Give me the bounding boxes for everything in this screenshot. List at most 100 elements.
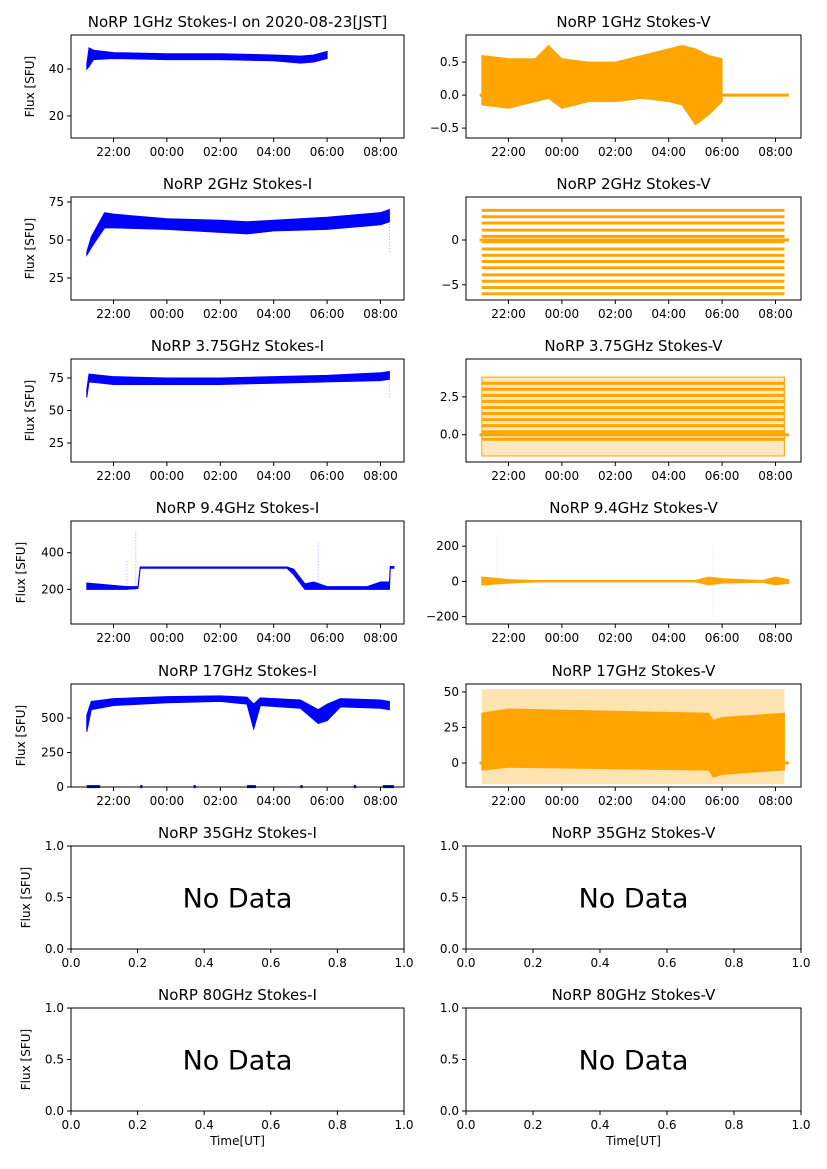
x-tick-label: 02:00 <box>203 794 238 808</box>
panel-title: NoRP 80GHz Stokes-I <box>158 986 317 1004</box>
panel-80ghz-i: NoRP 80GHz Stokes-I 0.0 0.2 0.4 0.6 0.8 1.0 0.0… <box>19 986 414 1148</box>
x-tick-label: 08:00 <box>363 631 398 645</box>
x-tick-label: 04:00 <box>256 145 291 159</box>
x-tick-label: 22:00 <box>96 469 131 483</box>
panel-title: NoRP 1GHz Stokes-I on 2020-08-23[JST] <box>88 13 388 31</box>
x-tick-label: 04:00 <box>651 794 686 808</box>
y-tick-label: 250 <box>41 745 64 759</box>
y-tick-label: 0.5 <box>440 891 459 905</box>
y-tick-label: 0.0 <box>440 88 459 102</box>
x-tick-label: 02:00 <box>203 307 238 321</box>
y-tick-label: 400 <box>41 546 64 560</box>
panel-80ghz-v: NoRP 80GHz Stokes-V 0.0 0.2 0.4 0.6 0.8 1.0 0.0… <box>440 986 811 1148</box>
panel-title: NoRP 17GHz Stokes-V <box>552 662 717 680</box>
x-tick-label: 0.0 <box>456 1118 475 1132</box>
axes-frame <box>465 683 802 788</box>
x-tick-label: 0.4 <box>590 1118 609 1132</box>
x-tick-label: 04:00 <box>256 469 291 483</box>
x-tick-label: 22:00 <box>491 145 526 159</box>
y-tick-label: 0.5 <box>45 1053 64 1067</box>
x-tick-label: 02:00 <box>598 307 633 321</box>
x-tick-label: 22:00 <box>96 794 131 808</box>
x-tick-label: 1.0 <box>791 1118 810 1132</box>
y-tick-label: 0.0 <box>440 428 459 442</box>
panel-17ghz-v: NoRP 17GHz Stokes-V 22:00 00:00 02:00 04:00 0… <box>444 662 802 808</box>
x-tick-label: 08:00 <box>363 469 398 483</box>
y-axis-label: Flux [SFU] <box>19 1029 33 1090</box>
axes-frame <box>70 845 405 950</box>
y-axis-label: Flux [SFU] <box>14 705 28 766</box>
x-tick-label: 04:00 <box>651 145 686 159</box>
x-tick-label: 04:00 <box>256 631 291 645</box>
panel-35ghz-i: NoRP 35GHz Stokes-I 0.0 0.2 0.4 0.6 0.8 1.0 0.0… <box>19 824 414 970</box>
x-tick-label: 04:00 <box>651 307 686 321</box>
scatter-band <box>481 376 785 457</box>
y-tick-label: 2.5 <box>440 390 459 404</box>
panel-title: NoRP 3.75GHz Stokes-V <box>544 337 723 355</box>
x-tick-label: 22:00 <box>491 631 526 645</box>
x-tick-label: 00:00 <box>545 469 580 483</box>
x-tick-label: 02:00 <box>598 469 633 483</box>
y-tick-label: 40 <box>49 62 64 76</box>
axes-frame <box>70 196 405 301</box>
y-tick-label: 50 <box>49 404 64 418</box>
x-tick-label: 0.4 <box>195 1118 214 1132</box>
x-tick-label: 00:00 <box>150 307 185 321</box>
scatter-band <box>86 370 390 398</box>
axes-frame <box>70 1007 405 1112</box>
x-tick-label: 0.2 <box>128 1118 147 1132</box>
panel-35ghz-v: NoRP 35GHz Stokes-V 0.0 0.2 0.4 0.6 0.8 1.0 0.0… <box>440 824 811 970</box>
axes-frame <box>465 34 802 139</box>
y-tick-label: 25 <box>49 436 64 450</box>
x-tick-label: 0.4 <box>590 956 609 970</box>
x-tick-label: 0.6 <box>261 1118 280 1132</box>
x-tick-label: 06:00 <box>310 307 345 321</box>
panel-title: NoRP 80GHz Stokes-V <box>552 986 717 1004</box>
y-tick-label: 0 <box>451 233 459 247</box>
y-tick-label: 75 <box>49 371 64 385</box>
panel-title: NoRP 9.4GHz Stokes-I <box>156 499 320 517</box>
x-tick-label: 02:00 <box>203 469 238 483</box>
x-tick-label: 0.0 <box>61 956 80 970</box>
y-tick-label: 0.0 <box>45 1104 64 1118</box>
x-tick-label: 00:00 <box>150 145 185 159</box>
x-tick-label: 04:00 <box>651 631 686 645</box>
y-tick-label: 0 <box>451 574 459 588</box>
no-data-message: No Data <box>183 884 293 915</box>
x-tick-label: 0.2 <box>523 956 542 970</box>
x-tick-label: 0.8 <box>328 956 347 970</box>
x-tick-label: 0.8 <box>328 1118 347 1132</box>
y-tick-label: 0.0 <box>440 942 459 956</box>
y-tick-label: 0 <box>451 756 459 770</box>
x-tick-label: 04:00 <box>256 307 291 321</box>
y-tick-label: −200 <box>426 610 459 624</box>
y-axis-label: Flux [SFU] <box>23 56 37 117</box>
y-tick-label: 20 <box>49 109 64 123</box>
axes-frame <box>70 520 405 625</box>
x-tick-label: 08:00 <box>758 307 793 321</box>
panel-title: NoRP 9.4GHz Stokes-V <box>549 499 718 517</box>
no-data-message: No Data <box>579 1046 689 1077</box>
x-tick-label: 00:00 <box>545 307 580 321</box>
panel-2ghz-v: NoRP 2GHz Stokes-V 22:00 00:00 02:00 04:00 06… <box>441 175 802 321</box>
panel-1ghz-i: NoRP 1GHz Stokes-I on 2020-08-23[JST] 22:… <box>23 13 405 159</box>
x-tick-label: 06:00 <box>705 145 740 159</box>
y-tick-label: 0.0 <box>45 942 64 956</box>
x-tick-label: 22:00 <box>96 307 131 321</box>
x-tick-label: 00:00 <box>545 631 580 645</box>
y-tick-label: 1.0 <box>45 839 64 853</box>
x-tick-label: 0.6 <box>657 956 676 970</box>
x-tick-label: 0.8 <box>724 956 743 970</box>
axes-frame <box>465 358 802 463</box>
x-axis-label: Time[UT] <box>605 1134 661 1148</box>
x-tick-label: 0.6 <box>261 956 280 970</box>
panel-title: NoRP 35GHz Stokes-I <box>158 824 317 842</box>
x-tick-label: 02:00 <box>598 794 633 808</box>
axes-frame <box>70 358 405 463</box>
x-tick-label: 0.0 <box>456 956 475 970</box>
x-tick-label: 06:00 <box>310 631 345 645</box>
panel-9.4ghz-i: NoRP 9.4GHz Stokes-I 22:00 00:00 02:00 04:00… <box>14 499 405 645</box>
y-tick-label: 50 <box>444 685 459 699</box>
x-tick-label: 06:00 <box>310 469 345 483</box>
